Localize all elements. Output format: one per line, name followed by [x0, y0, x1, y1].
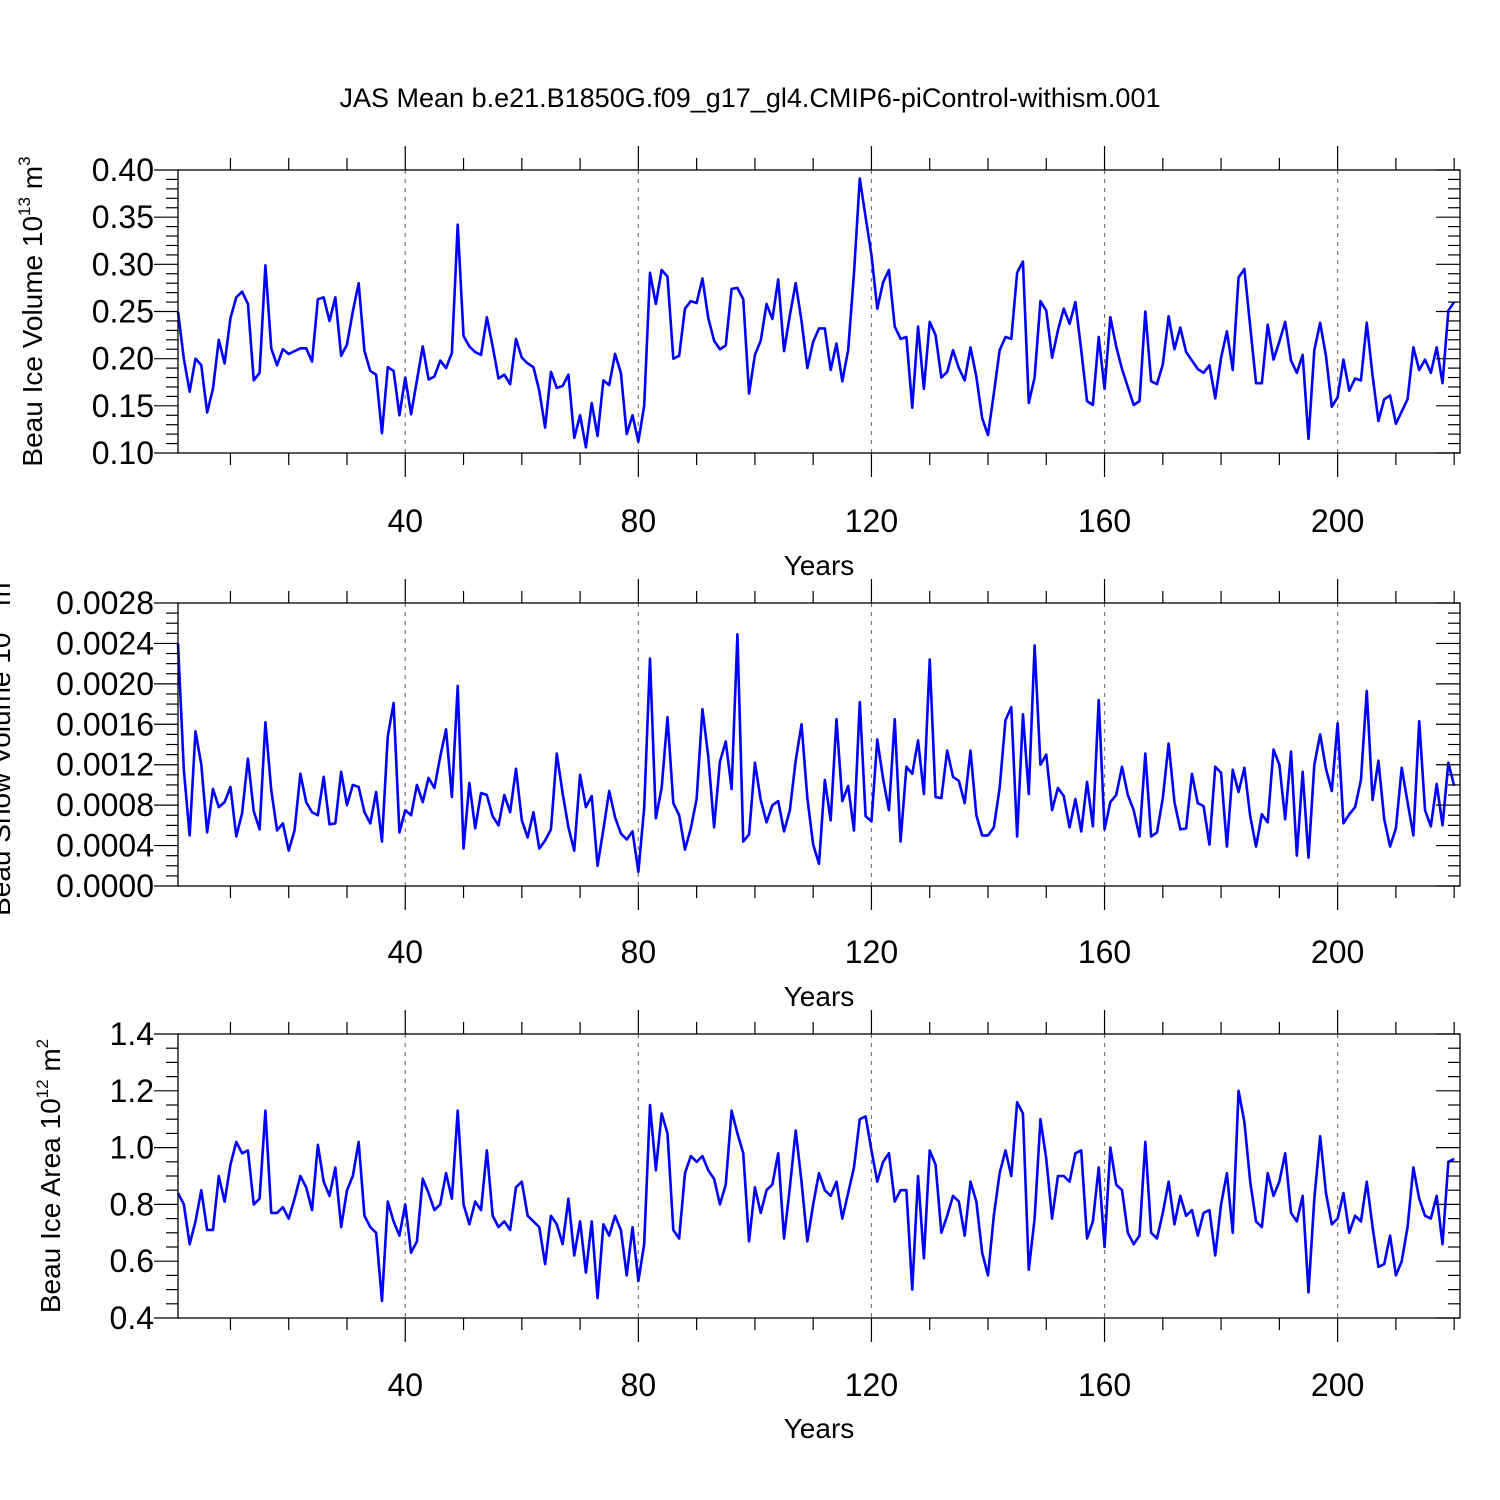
- y-tick-label: 0.35: [92, 199, 154, 235]
- y-tick-label: 1.0: [110, 1130, 154, 1166]
- x-axis-title: Years: [784, 981, 855, 1012]
- y-tick-label: 1.4: [110, 1016, 154, 1052]
- panel-snow-volume: 0.0000 0.0004 0.0008 0.0012 0.0016 0.0020 0.00…: [0, 573, 1461, 1012]
- y-tick-label: 0.0004: [56, 828, 154, 864]
- y-tick-label: 0.20: [92, 341, 154, 377]
- x-axis-title: Years: [784, 1413, 855, 1444]
- plot-frame: [177, 602, 1461, 887]
- panel-ice-volume: 0.10 0.15 0.20 0.25 0.30 0.35 0.40 40 80 120 160 20…: [15, 146, 1461, 581]
- y-tick-label: 0.0000: [56, 868, 154, 904]
- x-tick-label: 80: [621, 934, 657, 970]
- y-tick-label: 0.40: [92, 152, 154, 188]
- x-tick-label: 120: [845, 934, 898, 970]
- y-tick-label: 0.4: [110, 1300, 154, 1336]
- series-line-ice-volume: [176, 177, 1456, 449]
- y-tick-label: 0.15: [92, 388, 154, 424]
- y-tick-label: 1.2: [110, 1073, 154, 1109]
- x-tick-label: 120: [845, 503, 898, 539]
- panel-ice-area: 0.4 0.6 0.8 1.0 1.2 1.4 40 80 120 160 200 Years Beau…: [33, 1010, 1461, 1444]
- x-tick-label: 200: [1311, 934, 1364, 970]
- x-tick-label: 200: [1311, 503, 1364, 539]
- y-tick-label: 0.0020: [56, 666, 154, 702]
- x-tick-label: 40: [387, 934, 423, 970]
- y-tick-label: 0.10: [92, 435, 154, 471]
- x-tick-label: 40: [387, 503, 423, 539]
- x-tick-label: 160: [1078, 934, 1131, 970]
- y-tick-label: 0.6: [110, 1243, 154, 1279]
- plot-frame: [177, 169, 1461, 454]
- x-tick-label: 40: [387, 1367, 423, 1403]
- y-tick-label: 0.25: [92, 294, 154, 330]
- y-axis-title: Beau Ice Volume 1013 m3: [15, 156, 48, 466]
- y-axis-title: Beau Ice Area 1012 m2: [33, 1039, 66, 1313]
- chart-title: JAS Mean b.e21.B1850G.f09_g17_gl4.CMIP6-…: [340, 83, 1161, 113]
- y-tick-label: 0.0012: [56, 747, 154, 783]
- y-tick-label: 0.8: [110, 1186, 154, 1222]
- y-tick-label: 0.0008: [56, 787, 154, 823]
- x-tick-label: 120: [845, 1367, 898, 1403]
- x-tick-label: 160: [1078, 503, 1131, 539]
- y-tick-label: 0.30: [92, 246, 154, 282]
- y-tick-label: 0.0016: [56, 706, 154, 742]
- series-line-snow-volume: [176, 633, 1456, 874]
- x-tick-label: 160: [1078, 1367, 1131, 1403]
- y-tick-label: 0.0024: [56, 625, 154, 661]
- y-axis-title: Beau Snow Volume 1013 m3: [0, 573, 16, 916]
- x-tick-label: 200: [1311, 1367, 1364, 1403]
- x-tick-label: 80: [621, 1367, 657, 1403]
- x-tick-label: 80: [621, 503, 657, 539]
- x-axis-title: Years: [784, 550, 855, 581]
- y-tick-label: 0.0028: [56, 585, 154, 621]
- series-line-ice-area: [176, 1089, 1455, 1303]
